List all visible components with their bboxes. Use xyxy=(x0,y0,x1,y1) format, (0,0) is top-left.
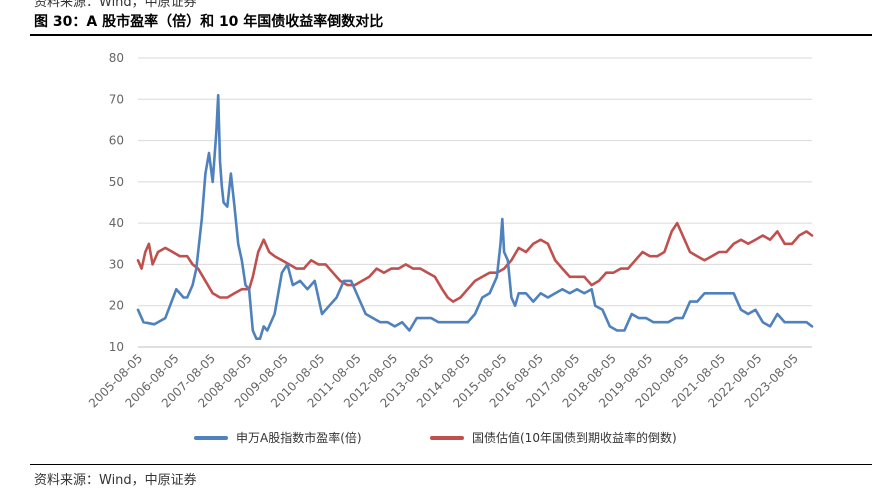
legend-label-pe: 申万A股指数市盈率(倍) xyxy=(236,430,362,445)
y-tick-label: 20 xyxy=(109,299,124,313)
y-tick-label: 50 xyxy=(109,175,124,189)
grid-layer xyxy=(138,57,812,348)
title-rule xyxy=(30,34,872,36)
y-axis-ticks: 10 20 30 40 50 60 70 80 xyxy=(109,51,124,354)
y-tick-label: 70 xyxy=(109,92,124,106)
x-axis-ticks: 2005-08-052006-08-052007-08-052008-08-05… xyxy=(86,351,801,410)
y-tick-label: 80 xyxy=(109,51,124,65)
y-tick-label: 30 xyxy=(109,257,124,271)
series-layer xyxy=(136,93,814,341)
y-tick-label: 10 xyxy=(109,340,124,354)
source-note-top: 资料来源：Wind，中原证券 xyxy=(34,0,197,10)
y-tick-label: 40 xyxy=(109,216,124,230)
legend: 申万A股指数市盈率(倍) 国债估值(10年国债到期收益率的倒数) xyxy=(194,430,677,445)
legend-label-bond: 国债估值(10年国债到期收益率的倒数) xyxy=(472,430,677,445)
series-line-bond xyxy=(136,221,814,303)
y-tick-label: 60 xyxy=(109,134,124,148)
series-line-pe xyxy=(136,93,814,341)
line-chart: 10 20 30 40 50 60 70 80 2005-08-052006-08-05200… xyxy=(86,51,814,445)
footer-rule xyxy=(30,464,872,465)
figure-title: 图 30：A 股市盈率（倍）和 10 年国债收益率倒数对比 xyxy=(34,14,384,30)
